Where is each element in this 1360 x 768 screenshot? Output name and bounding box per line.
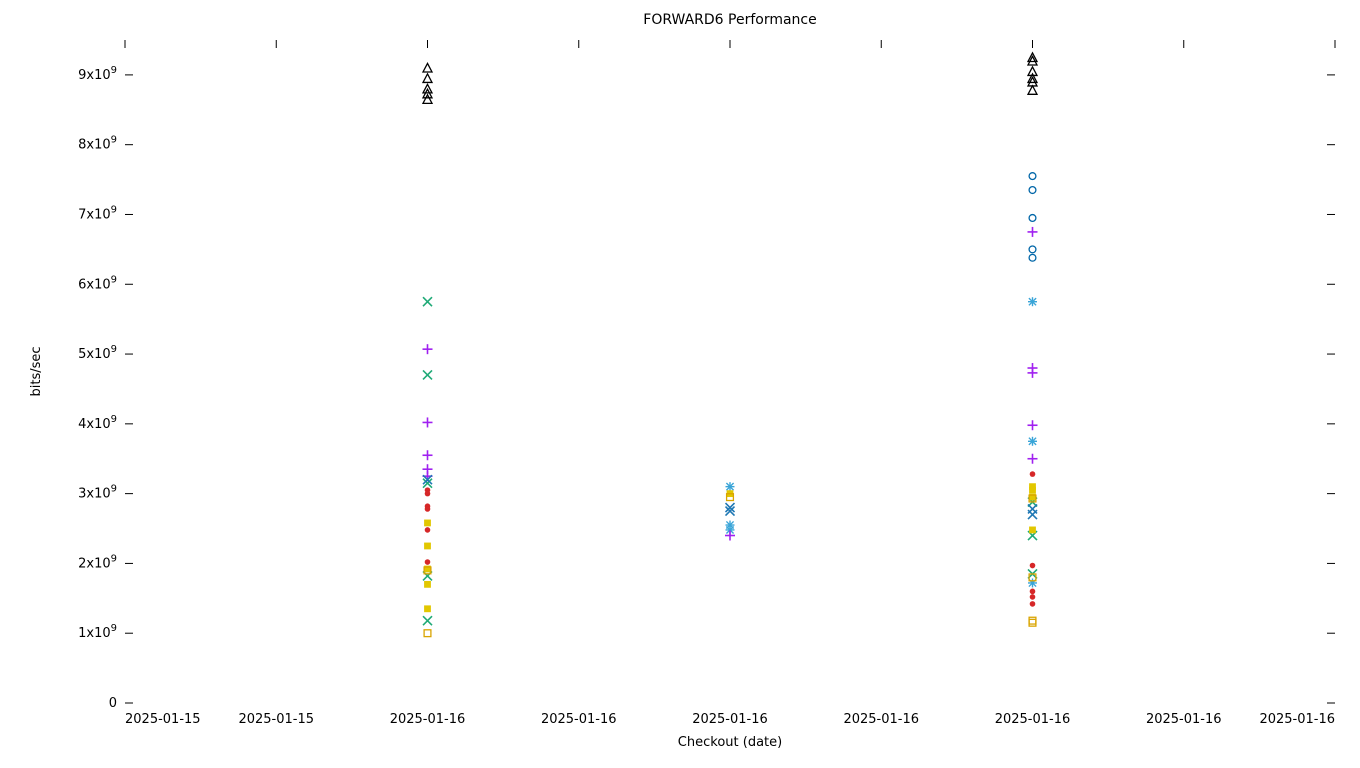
forward6-scatter-chart: FORWARD6 Performance 0 1x109 2x109 3x109 4x10… [0,0,1360,768]
y-tick-label: 4x109 [78,414,117,432]
y-tick-label: 6x109 [78,274,117,292]
y-tick-label: 7x109 [78,204,117,222]
x-tick-label: 2025-01-16 [843,712,919,727]
chart-container: FORWARD6 Performance 0 1x109 2x109 3x109 4x10… [0,0,1360,768]
x-tick-label: 2025-01-16 [390,712,466,727]
x-tick-label: 2025-01-16 [1146,712,1222,727]
x-axis-label: Checkout (date) [678,735,782,750]
y-tick-label: 1x109 [78,623,117,641]
y-tick-label: 5x109 [78,344,117,362]
x-tick-label: 2025-01-16 [692,712,768,727]
chart-title: FORWARD6 Performance [643,12,816,28]
y-tick-label: 9x109 [78,65,117,83]
x-tick-label: 2025-01-16 [1259,712,1335,727]
y-tick-label: 0 [109,696,117,711]
y-tick-label: 2x109 [78,553,117,571]
y-axis-label: bits/sec [29,346,44,396]
y-tick-label: 8x109 [78,135,117,153]
x-tick-label: 2025-01-16 [995,712,1071,727]
x-tick-label: 2025-01-15 [238,712,314,727]
x-tick-label: 2025-01-15 [125,712,201,727]
y-tick-label: 3x109 [78,484,117,502]
x-tick-label: 2025-01-16 [541,712,617,727]
